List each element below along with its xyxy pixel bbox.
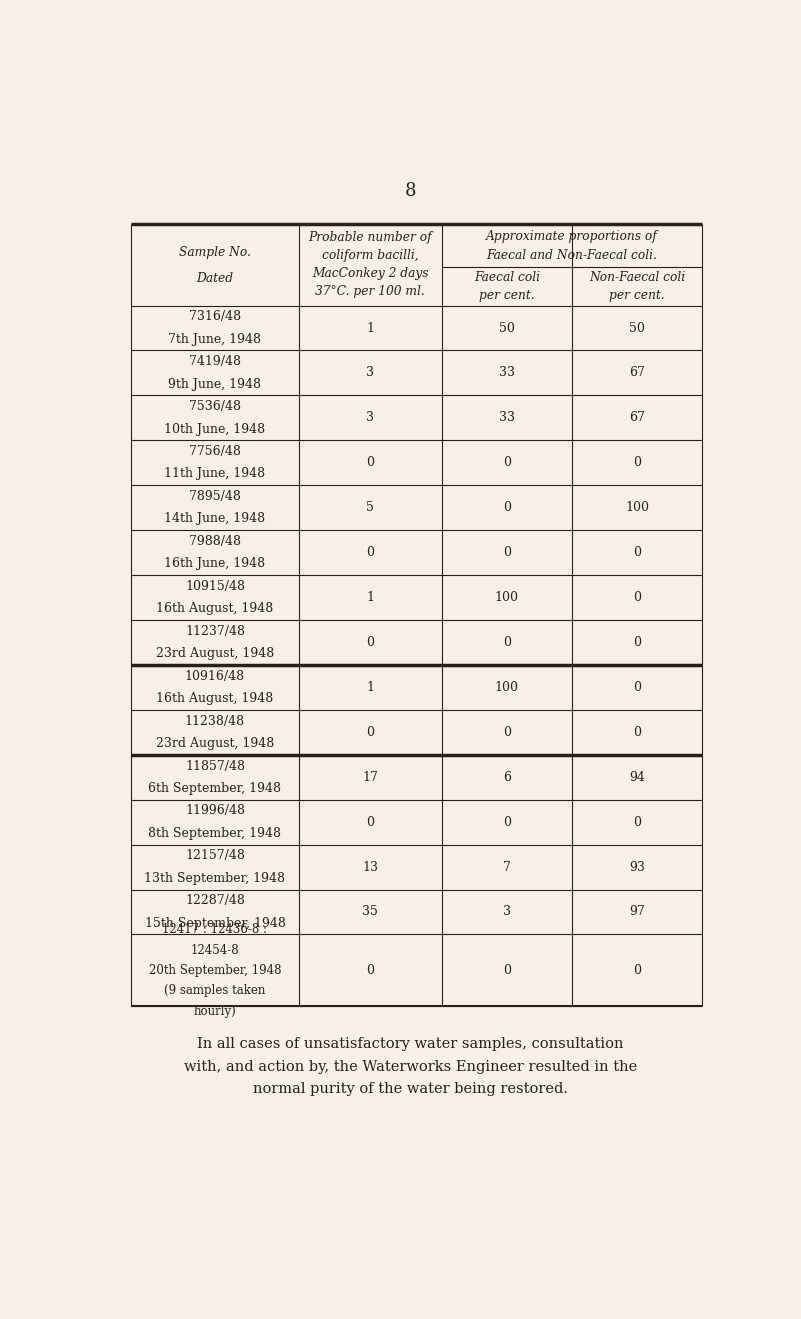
Text: 33: 33 — [499, 367, 515, 380]
Text: 17: 17 — [362, 770, 378, 783]
Text: 100: 100 — [625, 501, 649, 514]
Text: 7988/48: 7988/48 — [189, 536, 241, 547]
Text: 23rd August, 1948: 23rd August, 1948 — [156, 737, 274, 751]
Text: 5: 5 — [366, 501, 374, 514]
Text: 10915/48: 10915/48 — [185, 580, 245, 592]
Text: 0: 0 — [366, 456, 374, 470]
Text: 67: 67 — [629, 412, 645, 425]
Text: 0: 0 — [503, 501, 511, 514]
Text: (9 samples taken: (9 samples taken — [164, 984, 266, 997]
Text: 7419/48: 7419/48 — [189, 355, 241, 368]
Text: 7756/48: 7756/48 — [189, 445, 241, 458]
Text: 7th June, 1948: 7th June, 1948 — [168, 332, 261, 346]
Text: 50: 50 — [499, 322, 515, 335]
Text: 0: 0 — [366, 725, 374, 739]
Text: 1: 1 — [366, 591, 374, 604]
Text: 0: 0 — [503, 456, 511, 470]
Text: 94: 94 — [629, 770, 645, 783]
Text: hourly): hourly) — [194, 1005, 236, 1017]
Text: 12157/48: 12157/48 — [185, 849, 245, 863]
Text: 0: 0 — [503, 964, 511, 977]
Text: 35: 35 — [362, 906, 378, 918]
Text: 0: 0 — [633, 591, 641, 604]
Text: 0: 0 — [503, 815, 511, 828]
Text: 8: 8 — [405, 182, 417, 199]
Text: 12287/48: 12287/48 — [185, 894, 245, 907]
Text: 6: 6 — [503, 770, 511, 783]
Text: 11238/48: 11238/48 — [185, 715, 245, 728]
Text: 20th September, 1948: 20th September, 1948 — [149, 964, 281, 977]
Text: 11th June, 1948: 11th June, 1948 — [164, 467, 265, 480]
Text: 10916/48: 10916/48 — [185, 670, 245, 683]
Text: 3: 3 — [503, 906, 511, 918]
Text: Approximate proportions of
Faecal and Non-Faecal coli.: Approximate proportions of Faecal and No… — [486, 230, 658, 261]
Text: 3: 3 — [366, 412, 374, 425]
Text: 0: 0 — [633, 964, 641, 977]
Text: 16th August, 1948: 16th August, 1948 — [156, 603, 274, 615]
Text: 10th June, 1948: 10th June, 1948 — [164, 422, 265, 435]
Text: 100: 100 — [495, 591, 519, 604]
Text: 100: 100 — [495, 681, 519, 694]
Text: 0: 0 — [366, 636, 374, 649]
Text: 50: 50 — [629, 322, 645, 335]
Text: 9th June, 1948: 9th June, 1948 — [168, 377, 261, 390]
Text: 8th September, 1948: 8th September, 1948 — [148, 827, 281, 840]
Text: 1: 1 — [366, 681, 374, 694]
Text: 7536/48: 7536/48 — [189, 400, 241, 413]
Text: 15th September, 1948: 15th September, 1948 — [144, 917, 285, 930]
Text: 16th August, 1948: 16th August, 1948 — [156, 692, 274, 706]
Text: Dated: Dated — [196, 272, 234, 285]
Text: 0: 0 — [366, 815, 374, 828]
Text: 3: 3 — [366, 367, 374, 380]
Text: 14th June, 1948: 14th June, 1948 — [164, 512, 265, 525]
Text: 11996/48: 11996/48 — [185, 805, 245, 818]
Text: 11857/48: 11857/48 — [185, 760, 245, 773]
Text: 12417 : 12436-8 :: 12417 : 12436-8 : — [163, 923, 268, 936]
Text: Probable number of
coliform bacilli,
MacConkey 2 days
37°C. per 100 ml.: Probable number of coliform bacilli, Mac… — [308, 231, 432, 298]
Text: 7316/48: 7316/48 — [189, 310, 241, 323]
Text: 12454-8: 12454-8 — [191, 943, 239, 956]
Text: 97: 97 — [630, 906, 645, 918]
Text: 93: 93 — [629, 860, 645, 873]
Text: 13: 13 — [362, 860, 378, 873]
Text: In all cases of unsatisfactory water samples, consultation
with, and action by, : In all cases of unsatisfactory water sam… — [184, 1037, 637, 1096]
Text: 33: 33 — [499, 412, 515, 425]
Text: 6th September, 1948: 6th September, 1948 — [148, 782, 281, 795]
Text: 0: 0 — [366, 964, 374, 977]
Text: 1: 1 — [366, 322, 374, 335]
Text: 0: 0 — [633, 681, 641, 694]
Text: 13th September, 1948: 13th September, 1948 — [144, 872, 285, 885]
Text: 67: 67 — [629, 367, 645, 380]
Text: 0: 0 — [633, 546, 641, 559]
Text: 0: 0 — [503, 546, 511, 559]
Text: 0: 0 — [633, 815, 641, 828]
Text: 0: 0 — [633, 636, 641, 649]
Text: 7: 7 — [503, 860, 511, 873]
Text: 16th June, 1948: 16th June, 1948 — [164, 558, 265, 570]
Text: 0: 0 — [633, 456, 641, 470]
Text: 23rd August, 1948: 23rd August, 1948 — [156, 648, 274, 660]
Text: 0: 0 — [366, 546, 374, 559]
Text: Non-Faecal coli
per cent.: Non-Faecal coli per cent. — [589, 270, 685, 302]
Text: 0: 0 — [633, 725, 641, 739]
Text: 0: 0 — [503, 725, 511, 739]
Text: Faecal coli
per cent.: Faecal coli per cent. — [473, 270, 540, 302]
Text: 0: 0 — [503, 636, 511, 649]
Text: Sample No.: Sample No. — [179, 247, 251, 260]
Text: 11237/48: 11237/48 — [185, 625, 245, 638]
Text: 7895/48: 7895/48 — [189, 491, 241, 503]
